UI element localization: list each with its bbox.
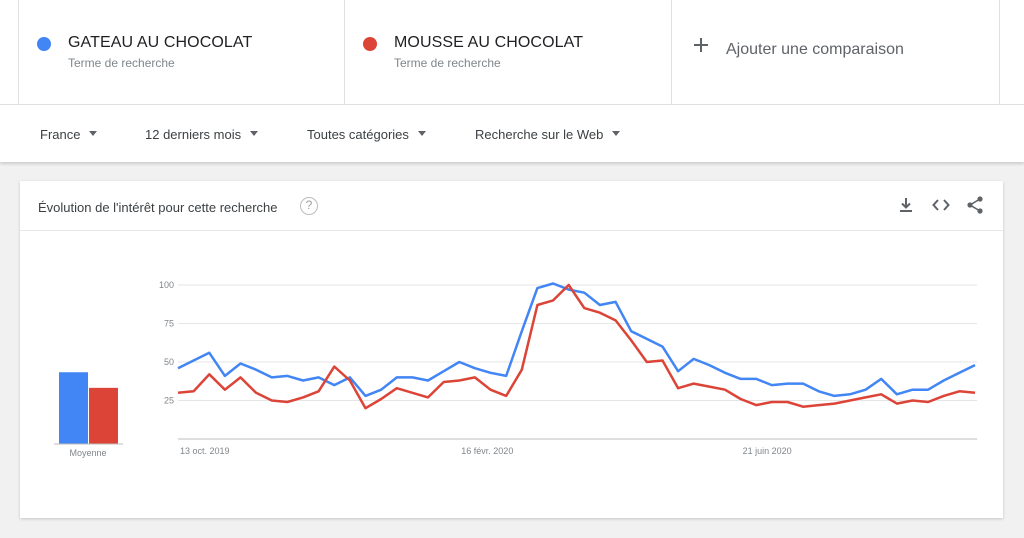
caret-down-icon <box>612 131 621 137</box>
download-icon[interactable] <box>896 195 916 215</box>
term-name[interactable]: GATEAU AU CHOCOLAT <box>68 34 253 51</box>
share-icon[interactable] <box>965 195 985 215</box>
card-title: Évolution de l'intérêt pour cette recher… <box>38 200 278 215</box>
average-label: Moyenne <box>69 448 106 458</box>
y-tick-label: 75 <box>164 319 174 329</box>
add-comparison-button[interactable]: Ajouter une comparaison <box>672 0 1000 104</box>
category-dropdown-value: Toutes catégories <box>307 127 409 142</box>
y-tick-label: 50 <box>164 357 174 367</box>
x-tick-label: 16 févr. 2020 <box>461 446 513 456</box>
line-chart: 100 75 50 25 13 oct. 2019 16 févr. 2020 21 jui… <box>54 280 977 458</box>
plus-icon <box>694 38 708 52</box>
x-tick-label: 13 oct. 2019 <box>180 446 230 456</box>
source-dropdown-value: Recherche sur le Web <box>475 127 604 142</box>
term-card-gateau[interactable]: GATEAU AU CHOCOLAT Terme de recherche <box>18 0 345 104</box>
x-tick-label: 21 juin 2020 <box>743 446 792 456</box>
series-line-gateau <box>177 282 976 398</box>
add-comparison-label: Ajouter une comparaison <box>726 41 904 58</box>
interest-over-time-card: Évolution de l'intérêt pour cette recher… <box>20 181 1003 518</box>
terms-bar: GATEAU AU CHOCOLAT Terme de recherche MO… <box>0 0 1024 104</box>
series-color-dot <box>37 37 51 51</box>
region-dropdown[interactable]: France <box>40 127 98 142</box>
y-tick-label: 25 <box>164 396 174 406</box>
average-bar <box>59 372 88 444</box>
average-bar <box>89 387 118 444</box>
period-dropdown-value: 12 derniers mois <box>145 127 242 142</box>
term-name[interactable]: MOUSSE AU CHOCOLAT <box>394 34 584 51</box>
filters-bar: France 12 derniers mois Toutes catégorie… <box>0 104 1024 162</box>
y-tick-label: 100 <box>159 280 174 290</box>
series-color-dot <box>363 37 377 51</box>
term-type-label: Terme de recherche <box>68 56 175 70</box>
series-line-mousse <box>177 283 976 410</box>
region-dropdown-value: France <box>40 127 81 142</box>
caret-down-icon <box>417 131 426 137</box>
card-header: Évolution de l'intérêt pour cette recher… <box>20 181 1003 231</box>
caret-down-icon <box>250 131 259 137</box>
term-card-mousse[interactable]: MOUSSE AU CHOCOLAT Terme de recherche <box>345 0 672 104</box>
category-dropdown[interactable]: Toutes catégories <box>307 127 426 142</box>
caret-down-icon <box>89 131 98 137</box>
embed-icon[interactable] <box>931 195 951 215</box>
help-icon[interactable]: ? <box>300 197 318 215</box>
term-type-label: Terme de recherche <box>394 56 501 70</box>
period-dropdown[interactable]: 12 derniers mois <box>145 127 259 142</box>
source-dropdown[interactable]: Recherche sur le Web <box>475 127 621 142</box>
